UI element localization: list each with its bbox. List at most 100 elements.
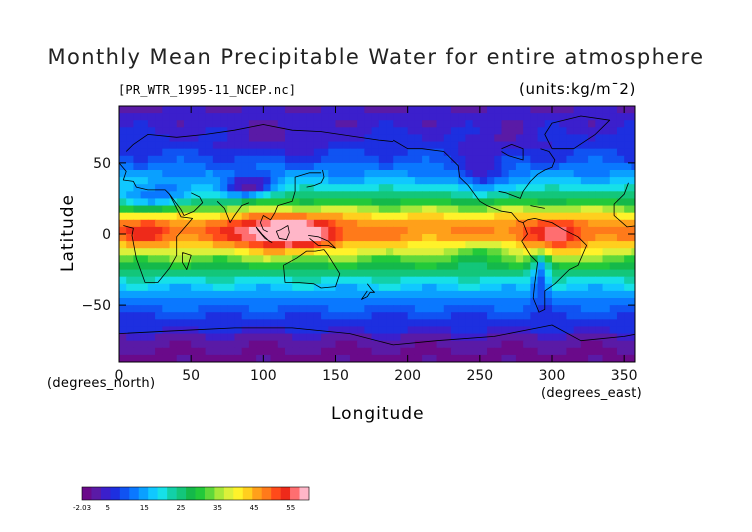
heatmap-cell — [386, 354, 394, 362]
heatmap-cell — [328, 290, 337, 299]
heatmap-cell — [580, 120, 589, 128]
heatmap-cell — [450, 198, 459, 207]
heatmap-cell — [119, 255, 127, 264]
heatmap-cell — [342, 219, 351, 228]
heatmap-cell — [241, 113, 250, 121]
heatmap-cell — [616, 312, 625, 320]
heatmap-cell — [537, 354, 546, 362]
heatmap-cell — [537, 298, 546, 306]
heatmap-cell — [609, 298, 618, 306]
heatmap-cell — [515, 212, 524, 221]
heatmap-cell — [436, 269, 445, 278]
heatmap-cell — [119, 141, 127, 150]
heatmap-cell — [227, 290, 236, 299]
heatmap-cell — [313, 191, 322, 200]
heatmap-cell — [155, 319, 163, 328]
heatmap-cell — [479, 312, 488, 320]
heatmap-cell — [566, 333, 575, 342]
heatmap-cell — [544, 219, 553, 228]
heatmap-cell — [616, 347, 625, 356]
heatmap-cell — [429, 290, 438, 299]
heatmap-cell — [155, 305, 163, 313]
heatmap-cell — [357, 106, 365, 114]
heatmap-cell — [335, 155, 344, 164]
heatmap-cell — [400, 184, 409, 192]
heatmap-cell — [176, 141, 185, 150]
heatmap-cell — [241, 283, 250, 292]
heatmap-cell — [472, 106, 481, 114]
heatmap-cell — [342, 120, 351, 128]
heatmap-cell — [378, 276, 387, 285]
heatmap-cell — [292, 141, 301, 150]
heatmap-cell — [349, 333, 358, 342]
heatmap-cell — [552, 276, 560, 285]
heatmap-cell — [407, 226, 416, 235]
heatmap-cell — [393, 120, 402, 128]
heatmap-cell — [241, 226, 250, 235]
heatmap-cell — [205, 191, 214, 200]
heatmap-cell — [191, 269, 199, 278]
heatmap-cell — [544, 319, 553, 328]
heatmap-cell — [479, 148, 488, 157]
heatmap-cell — [321, 141, 329, 150]
heatmap-cell — [284, 134, 293, 143]
heatmap-cell — [357, 170, 365, 178]
heatmap-cell — [487, 262, 495, 271]
heatmap-cell — [407, 191, 416, 200]
colorbar-swatch — [148, 487, 158, 500]
heatmap-cell — [501, 262, 510, 271]
heatmap-cell — [422, 184, 430, 192]
heatmap-cell — [414, 283, 423, 292]
heatmap-cell — [559, 319, 568, 328]
heatmap-cell — [566, 113, 575, 121]
heatmap-cell — [458, 340, 467, 349]
heatmap-cell — [212, 290, 221, 299]
heatmap-cell — [147, 319, 156, 328]
heatmap-cell — [364, 319, 373, 328]
heatmap-cell — [227, 354, 236, 362]
heatmap-cell — [450, 106, 459, 114]
heatmap-cell — [183, 212, 192, 221]
heatmap-cell — [595, 212, 604, 221]
heatmap-cell — [277, 148, 286, 157]
heatmap-cell — [552, 113, 560, 121]
heatmap-cell — [494, 212, 503, 221]
heatmap-cell — [133, 212, 142, 221]
heatmap-cell — [119, 162, 127, 171]
heatmap-cell — [602, 191, 611, 200]
heatmap-cell — [342, 106, 351, 114]
heatmap-cell — [183, 205, 192, 214]
heatmap-cell — [609, 276, 618, 285]
heatmap-cell — [270, 290, 279, 299]
heatmap-cell — [386, 113, 394, 121]
heatmap-cell — [479, 269, 488, 278]
heatmap-cell — [515, 283, 524, 292]
heatmap-cell — [422, 354, 430, 362]
heatmap-cell — [119, 234, 127, 242]
heatmap-cell — [212, 212, 221, 221]
heatmap-cell — [465, 234, 474, 242]
heatmap-cell — [299, 290, 308, 299]
heatmap-cell — [198, 347, 207, 356]
heatmap-cell — [386, 106, 394, 114]
heatmap-cell — [378, 347, 387, 356]
heatmap-cell — [227, 226, 236, 235]
heatmap-cell — [263, 305, 272, 313]
heatmap-cell — [220, 113, 228, 121]
heatmap-cell — [552, 226, 560, 235]
heatmap-cell — [580, 148, 589, 157]
heatmap-cell — [256, 333, 264, 342]
heatmap-cell — [176, 234, 185, 242]
heatmap-cell — [407, 340, 416, 349]
heatmap-cell — [140, 283, 149, 292]
heatmap-cell — [176, 248, 185, 256]
heatmap-cell — [284, 127, 293, 136]
heatmap-cell — [501, 312, 510, 320]
heatmap-cell — [458, 354, 467, 362]
heatmap-cell — [299, 305, 308, 313]
coastline — [361, 283, 375, 300]
heatmap-cell — [169, 276, 178, 285]
heatmap-cell — [299, 262, 308, 271]
heatmap-cell — [566, 312, 575, 320]
heatmap-cell — [566, 283, 575, 292]
